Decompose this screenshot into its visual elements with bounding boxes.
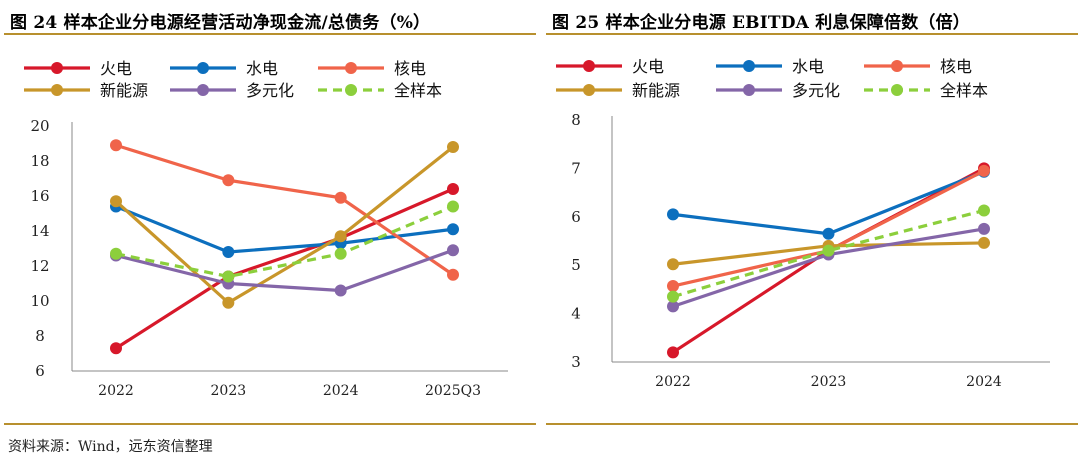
legend-marker-核电 (891, 60, 903, 72)
legend-label: 水电 (246, 59, 278, 78)
x-tick-label: 2022 (98, 383, 134, 399)
y-tick-label: 4 (571, 305, 581, 323)
legend-marker-全样本 (345, 84, 357, 96)
data-point-新能源 (222, 296, 235, 309)
y-tick-label: 14 (30, 222, 49, 240)
legend-marker-核电 (345, 62, 357, 74)
data-point-多元化 (978, 222, 990, 235)
series-line-火电 (115, 187, 454, 350)
data-point-火电 (110, 342, 122, 355)
y-tick-label: 12 (30, 257, 49, 275)
legend-label: 核电 (394, 59, 426, 78)
legend-label: 全样本 (940, 81, 988, 100)
y-tick-label: 8 (35, 327, 45, 345)
data-point-核电 (110, 139, 122, 152)
legend-marker-火电 (51, 62, 63, 74)
data-point-新能源 (334, 230, 347, 243)
legend-marker-新能源 (51, 84, 63, 96)
data-point-火电 (667, 346, 679, 359)
legend-label: 水电 (792, 57, 824, 76)
data-point-全样本 (978, 204, 990, 217)
chart-panel-left: 图 24 样本企业分电源经营活动净现金流/总债务（%） 6 8 10 12 14 16 18… (0, 0, 538, 425)
data-point-多元化 (667, 300, 679, 313)
series-line-多元化 (115, 248, 454, 293)
data-point-火电 (447, 183, 459, 195)
legend-label: 火电 (100, 59, 132, 78)
x-tick-label: 2023 (211, 383, 247, 399)
series-line-水电 (672, 170, 985, 236)
data-point-全样本 (667, 290, 679, 303)
legend-label: 多元化 (792, 81, 840, 100)
y-tick-label: 16 (30, 187, 49, 205)
data-point-全样本 (222, 270, 235, 283)
chart-title: 图 25 样本企业分电源 EBITDA 利息保障倍数（倍） (552, 13, 970, 33)
x-tick-label: 2025Q3 (425, 383, 481, 399)
y-tick-label: 8 (571, 111, 581, 129)
series-line-核电 (115, 143, 454, 277)
data-point-水电 (447, 223, 459, 236)
legend-marker-新能源 (583, 84, 595, 96)
data-point-核电 (447, 268, 459, 281)
data-point-新能源 (110, 195, 122, 208)
x-tick-label: 2024 (966, 374, 1002, 390)
x-tick-label: 2022 (655, 374, 691, 390)
data-point-多元化 (334, 284, 347, 297)
data-point-新能源 (978, 236, 990, 249)
y-tick-label: 6 (35, 362, 45, 380)
data-point-核电 (222, 174, 235, 187)
y-tick-label: 3 (571, 353, 581, 371)
x-tick-label: 2023 (811, 374, 847, 390)
series-line-全样本 (115, 205, 454, 279)
y-tick-label: 20 (30, 117, 49, 135)
data-point-核电 (978, 164, 990, 177)
title-rule (4, 33, 536, 35)
data-point-水电 (667, 208, 679, 221)
y-tick-label: 18 (30, 152, 49, 170)
data-point-核电 (334, 191, 347, 204)
legend-marker-火电 (583, 60, 595, 72)
bottom-rule (4, 423, 536, 425)
y-tick-label: 10 (30, 292, 49, 310)
legend-marker-水电 (743, 60, 755, 72)
data-point-全样本 (334, 247, 347, 260)
chart-title: 图 24 样本企业分电源经营活动净现金流/总债务（%） (10, 13, 431, 33)
line-chart-cashflow-debt: 6 8 10 12 14 16 18 20 2022 2023 2024 2025Q3 火电 水电 核电新能… (24, 59, 508, 399)
source-note: 资料来源：Wind，远东资信整理 (8, 439, 213, 455)
legend-label: 火电 (632, 57, 664, 76)
data-point-水电 (222, 246, 235, 258)
title-rule (546, 33, 1078, 35)
bottom-rule (546, 423, 1078, 425)
data-point-全样本 (447, 200, 459, 213)
x-tick-label: 2024 (323, 383, 359, 399)
data-point-全样本 (822, 244, 835, 257)
data-point-新能源 (667, 258, 679, 271)
y-tick-label: 7 (571, 159, 581, 177)
legend-label: 全样本 (394, 81, 442, 100)
legend-label: 新能源 (100, 81, 148, 100)
data-point-核电 (667, 280, 679, 293)
legend-label: 多元化 (246, 81, 294, 100)
y-tick-label: 5 (571, 256, 581, 274)
legend-marker-多元化 (197, 84, 209, 96)
data-point-多元化 (447, 244, 459, 257)
legend-label: 核电 (940, 57, 972, 76)
legend-marker-全样本 (891, 84, 903, 96)
chart-panel-right: 图 25 样本企业分电源 EBITDA 利息保障倍数（倍） 3 4 5 6 7 8 2022… (542, 0, 1080, 425)
data-point-全样本 (110, 247, 122, 260)
series-line-新能源 (114, 145, 454, 305)
legend-marker-多元化 (743, 84, 755, 96)
y-tick-label: 6 (571, 208, 581, 226)
data-point-水电 (822, 227, 835, 240)
legend-marker-水电 (197, 62, 209, 74)
legend-label: 新能源 (632, 81, 680, 100)
data-point-新能源 (447, 141, 459, 153)
